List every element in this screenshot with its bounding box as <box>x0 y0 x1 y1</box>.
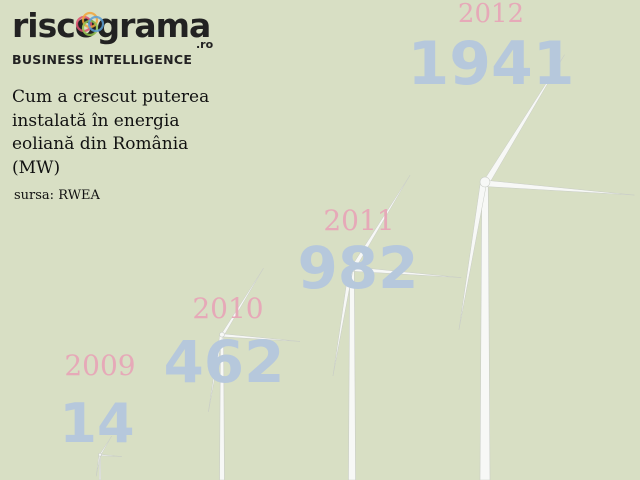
turbine-hub-2011 <box>348 264 356 272</box>
logo-wordmark: riscograma <box>12 6 211 45</box>
turbine-hub-2010 <box>219 331 225 338</box>
year-label-2012: 2012 <box>458 0 524 29</box>
value-label-2009: 14 <box>59 392 134 455</box>
year-label-2011: 2011 <box>323 204 394 237</box>
value-label-2012: 1941 <box>408 29 575 99</box>
turbine-hub-2012 <box>479 176 491 188</box>
year-label-2010: 2010 <box>192 292 263 325</box>
chart-title: Cum a crescut puterea instalată în energ… <box>12 87 210 178</box>
value-label-2011: 982 <box>297 234 418 302</box>
turbine-hub-2009 <box>98 452 102 457</box>
logo-mark-ring-4 <box>87 15 105 33</box>
logo-domain-suffix: .ro <box>196 38 214 51</box>
turbine-tower-2012 <box>479 181 491 480</box>
logo-tagline: BUSINESS INTELLIGENCE <box>12 52 193 67</box>
value-label-2010: 462 <box>163 328 284 396</box>
riscograma-logo: riscograma .ro BUSINESS INTELLIGENCE <box>12 6 232 70</box>
turbine-blade-2012-2 <box>484 179 635 196</box>
year-label-2009: 2009 <box>64 349 135 382</box>
chart-source: sursa: RWEA <box>14 188 100 203</box>
